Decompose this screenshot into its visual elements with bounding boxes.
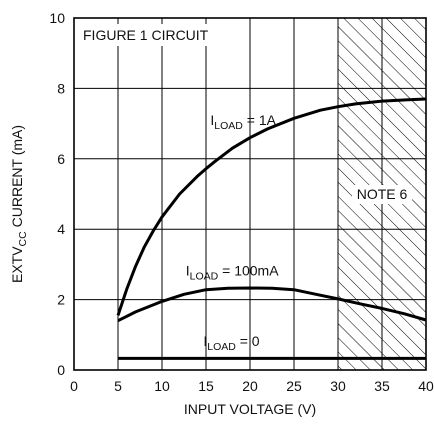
note-6-label: NOTE 6	[357, 186, 408, 202]
series-line-100ma	[117, 286, 427, 323]
note-6-label-background	[352, 185, 412, 204]
series-label-0-suffix: = 0	[236, 333, 260, 349]
y-axis-title-suffix: CURRENT (mA)	[9, 125, 25, 231]
x-tick-label: 5	[114, 378, 122, 394]
inset-label: FIGURE 1 CIRCUIT	[83, 27, 209, 43]
y-tick-label: 4	[57, 221, 65, 237]
y-tick-label: 2	[57, 292, 65, 308]
series-label-100ma-prefix: I	[186, 262, 190, 278]
series-label-1a-subscript: LOAD	[214, 120, 243, 132]
series-label-100ma-subscript: LOAD	[190, 270, 219, 282]
series-label-100ma: ILOAD = 100mA	[186, 262, 279, 282]
y-tick-labels: 0 2 4 6 8 10	[49, 10, 65, 378]
series-label-1a-suffix: = 1A	[243, 112, 277, 128]
x-tick-label: 0	[70, 378, 78, 394]
inset-label-background	[78, 24, 222, 46]
x-tick-label: 30	[330, 378, 346, 394]
y-axis-title: EXTVCC CURRENT (mA)	[9, 125, 29, 283]
y-tick-label: 6	[57, 151, 65, 167]
series-label-1a: ILOAD = 1A	[210, 112, 276, 132]
x-tick-label: 35	[374, 378, 390, 394]
x-axis-title: INPUT VOLTAGE (V)	[184, 401, 316, 417]
series-line-1a	[116, 97, 427, 316]
y-tick-label: 8	[57, 80, 65, 96]
series-label-0: ILOAD = 0	[203, 333, 259, 353]
series-lines	[116, 97, 427, 360]
y-tick-label: 10	[49, 10, 65, 26]
series-label-0-prefix: I	[203, 333, 207, 349]
plot-frame	[73, 17, 427, 371]
y-axis-title-subscript: CC	[17, 231, 29, 247]
x-tick-label: 20	[242, 378, 258, 394]
y-axis-title-prefix: EXTV	[9, 246, 25, 283]
series-label-1a-prefix: I	[210, 112, 214, 128]
series-label-0-subscript: LOAD	[207, 341, 236, 353]
x-tick-label: 40	[418, 378, 434, 394]
x-tick-label: 10	[154, 378, 170, 394]
x-tick-label: 15	[198, 378, 214, 394]
series-label-100ma-suffix: = 100mA	[218, 262, 279, 278]
x-tick-labels: 0 5 10 15 20 25 30 35 40	[70, 378, 434, 394]
x-tick-label: 25	[286, 378, 302, 394]
y-tick-label: 0	[57, 362, 65, 378]
